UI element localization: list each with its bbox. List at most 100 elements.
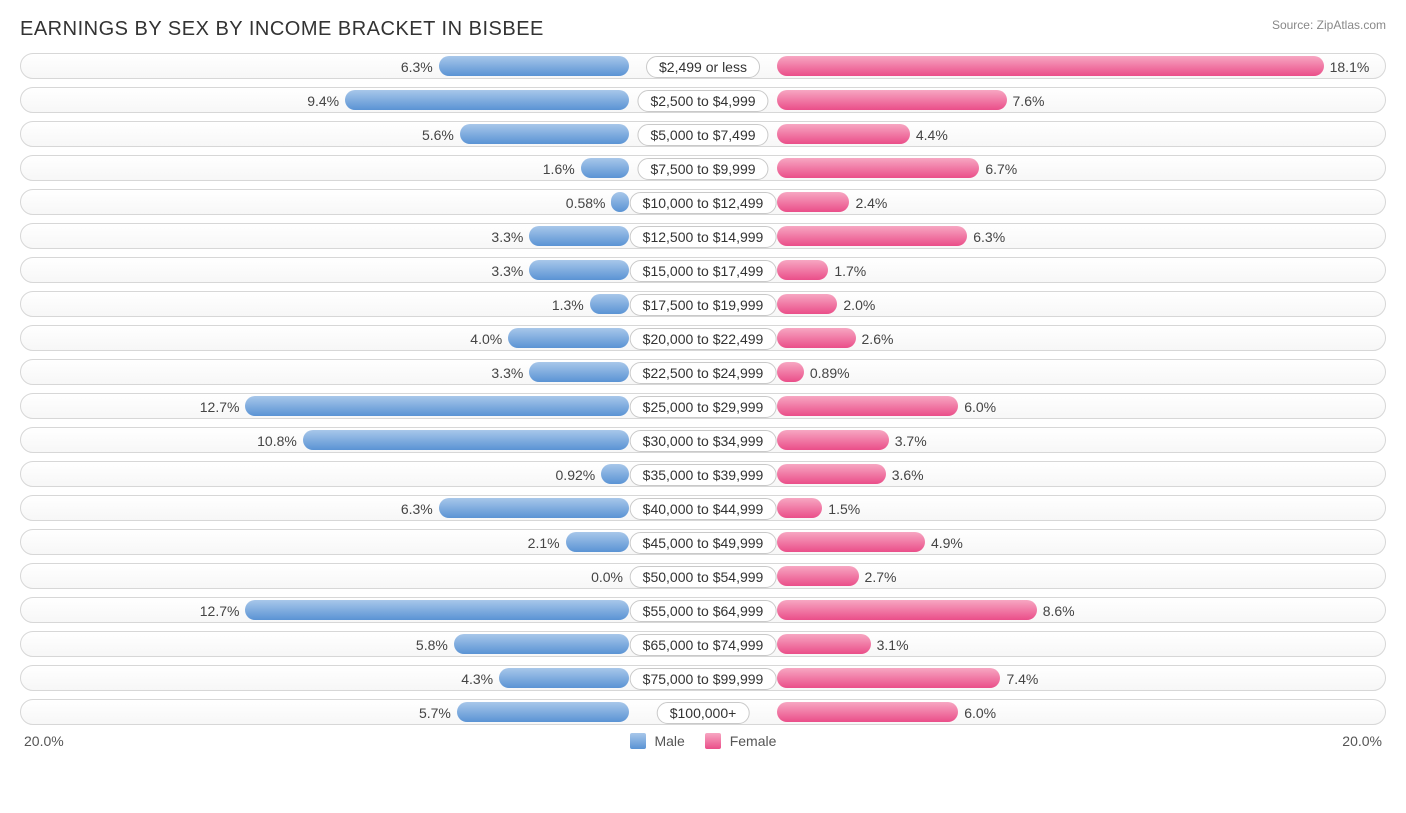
male-bar bbox=[529, 260, 629, 280]
category-pill: $100,000+ bbox=[657, 702, 750, 724]
male-value: 0.58% bbox=[566, 192, 606, 214]
female-bar bbox=[777, 328, 856, 348]
female-bar bbox=[777, 226, 967, 246]
legend-female: Female bbox=[705, 733, 777, 749]
male-value: 5.8% bbox=[416, 634, 448, 656]
male-bar bbox=[303, 430, 629, 450]
female-value: 3.7% bbox=[895, 430, 927, 452]
male-value: 0.0% bbox=[591, 566, 623, 588]
chart-row: 12.7%6.0%$25,000 to $29,999 bbox=[20, 393, 1386, 419]
male-bar bbox=[345, 90, 629, 110]
male-value: 4.0% bbox=[470, 328, 502, 350]
chart-row: 5.7% 6.0% $100,000+ bbox=[20, 699, 1386, 725]
chart-row: 3.3% 0.89% $22,500 to $24,999 bbox=[20, 359, 1386, 385]
female-value: 0.89% bbox=[810, 362, 850, 384]
male-bar bbox=[529, 226, 629, 246]
female-value: 6.0% bbox=[964, 396, 996, 418]
female-bar bbox=[777, 464, 886, 484]
chart-row: 2.1% 4.9% $45,000 to $49,999 bbox=[20, 529, 1386, 555]
female-value: 18.1% bbox=[1330, 56, 1370, 78]
male-value: 5.6% bbox=[422, 124, 454, 146]
female-bar bbox=[777, 600, 1037, 620]
female-bar bbox=[777, 532, 925, 552]
chart-row: 6.3%18.1%$2,499 or less bbox=[20, 53, 1386, 79]
legend-male-label: Male bbox=[654, 733, 684, 749]
axis-max-left: 20.0% bbox=[24, 733, 64, 749]
female-value: 7.6% bbox=[1013, 90, 1045, 112]
male-value: 1.3% bbox=[552, 294, 584, 316]
female-bar bbox=[777, 362, 804, 382]
category-pill: $12,500 to $14,999 bbox=[630, 226, 777, 248]
legend-male: Male bbox=[630, 733, 685, 749]
female-value: 4.4% bbox=[916, 124, 948, 146]
chart-row: 1.3% 2.0% $17,500 to $19,999 bbox=[20, 291, 1386, 317]
male-bar bbox=[245, 396, 629, 416]
male-value: 3.3% bbox=[491, 260, 523, 282]
female-value: 4.9% bbox=[931, 532, 963, 554]
category-pill: $20,000 to $22,499 bbox=[630, 328, 777, 350]
male-value: 1.6% bbox=[543, 158, 575, 180]
male-value: 12.7% bbox=[200, 600, 240, 622]
chart-row: 6.3%1.5%$40,000 to $44,999 bbox=[20, 495, 1386, 521]
male-bar bbox=[439, 498, 629, 518]
chart-row: 12.7%8.6%$55,000 to $64,999 bbox=[20, 597, 1386, 623]
male-value: 4.3% bbox=[461, 668, 493, 690]
female-bar bbox=[777, 498, 822, 518]
female-bar bbox=[777, 294, 837, 314]
female-value: 2.4% bbox=[855, 192, 887, 214]
female-bar bbox=[777, 158, 979, 178]
category-pill: $35,000 to $39,999 bbox=[630, 464, 777, 486]
female-bar bbox=[777, 566, 859, 586]
female-bar bbox=[777, 702, 958, 722]
chart-row: 4.3% 7.4% $75,000 to $99,999 bbox=[20, 665, 1386, 691]
male-value: 3.3% bbox=[491, 226, 523, 248]
female-bar bbox=[777, 396, 958, 416]
male-bar bbox=[460, 124, 629, 144]
chart-row: 10.8% 3.7% $30,000 to $34,999 bbox=[20, 427, 1386, 453]
chart-row: 1.6%6.7%$7,500 to $9,999 bbox=[20, 155, 1386, 181]
category-pill: $5,000 to $7,499 bbox=[637, 124, 768, 146]
female-value: 6.7% bbox=[985, 158, 1017, 180]
male-bar bbox=[611, 192, 629, 212]
female-bar bbox=[777, 124, 910, 144]
chart-row: 9.4%7.6%$2,500 to $4,999 bbox=[20, 87, 1386, 113]
female-bar bbox=[777, 56, 1324, 76]
axis-row: 20.0% Male Female 20.0% bbox=[20, 733, 1386, 749]
female-value: 6.0% bbox=[964, 702, 996, 724]
category-pill: $30,000 to $34,999 bbox=[630, 430, 777, 452]
male-value: 10.8% bbox=[257, 430, 297, 452]
male-value: 5.7% bbox=[419, 702, 451, 724]
female-value: 2.7% bbox=[865, 566, 897, 588]
male-bar bbox=[454, 634, 629, 654]
male-bar bbox=[590, 294, 629, 314]
category-pill: $75,000 to $99,999 bbox=[630, 668, 777, 690]
male-value: 3.3% bbox=[491, 362, 523, 384]
header: EARNINGS BY SEX BY INCOME BRACKET IN BIS… bbox=[20, 18, 1386, 41]
male-value: 2.1% bbox=[528, 532, 560, 554]
male-bar bbox=[581, 158, 629, 178]
male-swatch-icon bbox=[630, 733, 646, 749]
female-bar bbox=[777, 260, 828, 280]
female-value: 7.4% bbox=[1006, 668, 1038, 690]
axis-max-right: 20.0% bbox=[1342, 733, 1382, 749]
source-label: Source: ZipAtlas.com bbox=[1272, 18, 1386, 32]
female-bar bbox=[777, 668, 1000, 688]
female-value: 6.3% bbox=[973, 226, 1005, 248]
female-value: 1.7% bbox=[834, 260, 866, 282]
male-bar bbox=[457, 702, 629, 722]
male-bar bbox=[601, 464, 629, 484]
category-pill: $2,500 to $4,999 bbox=[637, 90, 768, 112]
category-pill: $22,500 to $24,999 bbox=[630, 362, 777, 384]
female-bar bbox=[777, 192, 849, 212]
chart-row: 3.3%1.7%$15,000 to $17,499 bbox=[20, 257, 1386, 283]
category-pill: $45,000 to $49,999 bbox=[630, 532, 777, 554]
female-swatch-icon bbox=[705, 733, 721, 749]
male-bar bbox=[245, 600, 629, 620]
female-value: 2.0% bbox=[843, 294, 875, 316]
male-value: 0.92% bbox=[556, 464, 596, 486]
chart-row: 0.92%3.6%$35,000 to $39,999 bbox=[20, 461, 1386, 487]
female-bar bbox=[777, 430, 889, 450]
chart-title: EARNINGS BY SEX BY INCOME BRACKET IN BIS… bbox=[20, 18, 544, 41]
category-pill: $2,499 or less bbox=[646, 56, 760, 78]
category-pill: $17,500 to $19,999 bbox=[630, 294, 777, 316]
